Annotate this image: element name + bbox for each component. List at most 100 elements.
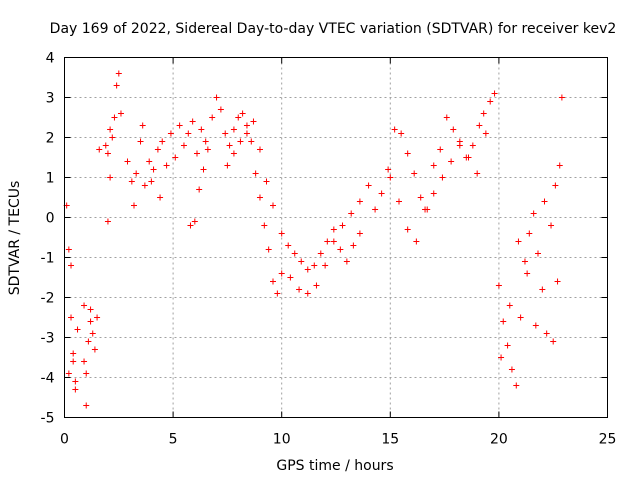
data-point	[109, 134, 116, 141]
data-point	[291, 250, 298, 257]
data-point	[480, 110, 487, 117]
data-point	[324, 238, 331, 245]
data-point	[213, 94, 220, 101]
data-point	[256, 146, 263, 153]
data-point	[517, 314, 524, 321]
data-point	[102, 142, 109, 149]
data-point	[128, 178, 135, 185]
data-point	[139, 122, 146, 129]
data-point	[337, 246, 344, 253]
data-point	[515, 238, 522, 245]
data-point	[248, 138, 255, 145]
data-point	[224, 162, 231, 169]
data-point	[524, 270, 531, 277]
data-point	[422, 206, 429, 213]
data-point	[261, 222, 268, 229]
data-point	[124, 158, 131, 165]
data-point	[343, 258, 350, 265]
data-point	[439, 174, 446, 181]
data-point	[157, 194, 164, 201]
data-point	[83, 370, 90, 377]
data-point	[487, 98, 494, 105]
data-point	[133, 170, 140, 177]
data-point	[513, 382, 520, 389]
data-point	[417, 194, 424, 201]
x-tick-label: 20	[490, 432, 508, 448]
data-point	[278, 270, 285, 277]
data-point	[217, 106, 224, 113]
data-point	[356, 230, 363, 237]
data-point	[235, 114, 242, 121]
data-point	[548, 222, 555, 229]
data-point	[96, 146, 103, 153]
data-point	[385, 166, 392, 173]
data-point	[550, 338, 557, 345]
data-point	[387, 174, 394, 181]
data-point	[491, 90, 498, 97]
data-point	[476, 122, 483, 129]
data-point	[70, 350, 77, 357]
data-point	[404, 226, 411, 233]
data-point	[115, 70, 122, 77]
data-point	[243, 122, 250, 129]
data-point	[243, 130, 250, 137]
data-point	[87, 318, 94, 325]
data-point	[311, 262, 318, 269]
data-point	[450, 126, 457, 133]
data-point	[107, 174, 114, 181]
data-point	[198, 126, 205, 133]
data-point	[278, 230, 285, 237]
data-point	[65, 246, 72, 253]
data-point	[131, 202, 138, 209]
data-point	[474, 170, 481, 177]
data-point	[172, 154, 179, 161]
data-point	[378, 190, 385, 197]
data-point	[554, 278, 561, 285]
data-point	[89, 330, 96, 337]
x-tick-label: 0	[60, 432, 69, 448]
data-point	[558, 94, 565, 101]
data-point	[104, 150, 111, 157]
data-point	[163, 162, 170, 169]
data-point	[250, 118, 257, 125]
data-point	[185, 130, 192, 137]
data-point	[317, 250, 324, 257]
y-tick-label: -2	[41, 291, 55, 307]
data-point	[209, 114, 216, 121]
data-point	[521, 258, 528, 265]
data-point	[456, 142, 463, 149]
data-point	[469, 142, 476, 149]
data-point	[141, 182, 148, 189]
data-point	[176, 122, 183, 129]
data-point	[296, 286, 303, 293]
data-point	[193, 150, 200, 157]
data-point	[504, 342, 511, 349]
data-point	[413, 238, 420, 245]
data-point	[189, 118, 196, 125]
data-point	[465, 154, 472, 161]
data-point	[83, 402, 90, 409]
data-point	[256, 194, 263, 201]
data-point	[81, 358, 88, 365]
data-point	[202, 138, 209, 145]
data-point	[339, 222, 346, 229]
data-point	[322, 262, 329, 269]
data-point	[530, 210, 537, 217]
y-tick-label: -3	[41, 331, 55, 347]
data-point	[532, 322, 539, 329]
data-point	[222, 130, 229, 137]
data-layer	[63, 70, 565, 409]
data-point	[500, 318, 507, 325]
data-point	[365, 182, 372, 189]
data-point	[113, 82, 120, 89]
data-point	[539, 286, 546, 293]
data-point	[404, 150, 411, 157]
x-tick-label: 5	[169, 432, 178, 448]
data-point	[348, 210, 355, 217]
data-point	[191, 218, 198, 225]
data-point	[506, 302, 513, 309]
data-point	[68, 262, 75, 269]
data-point	[68, 314, 75, 321]
data-point	[91, 346, 98, 353]
data-point	[482, 130, 489, 137]
